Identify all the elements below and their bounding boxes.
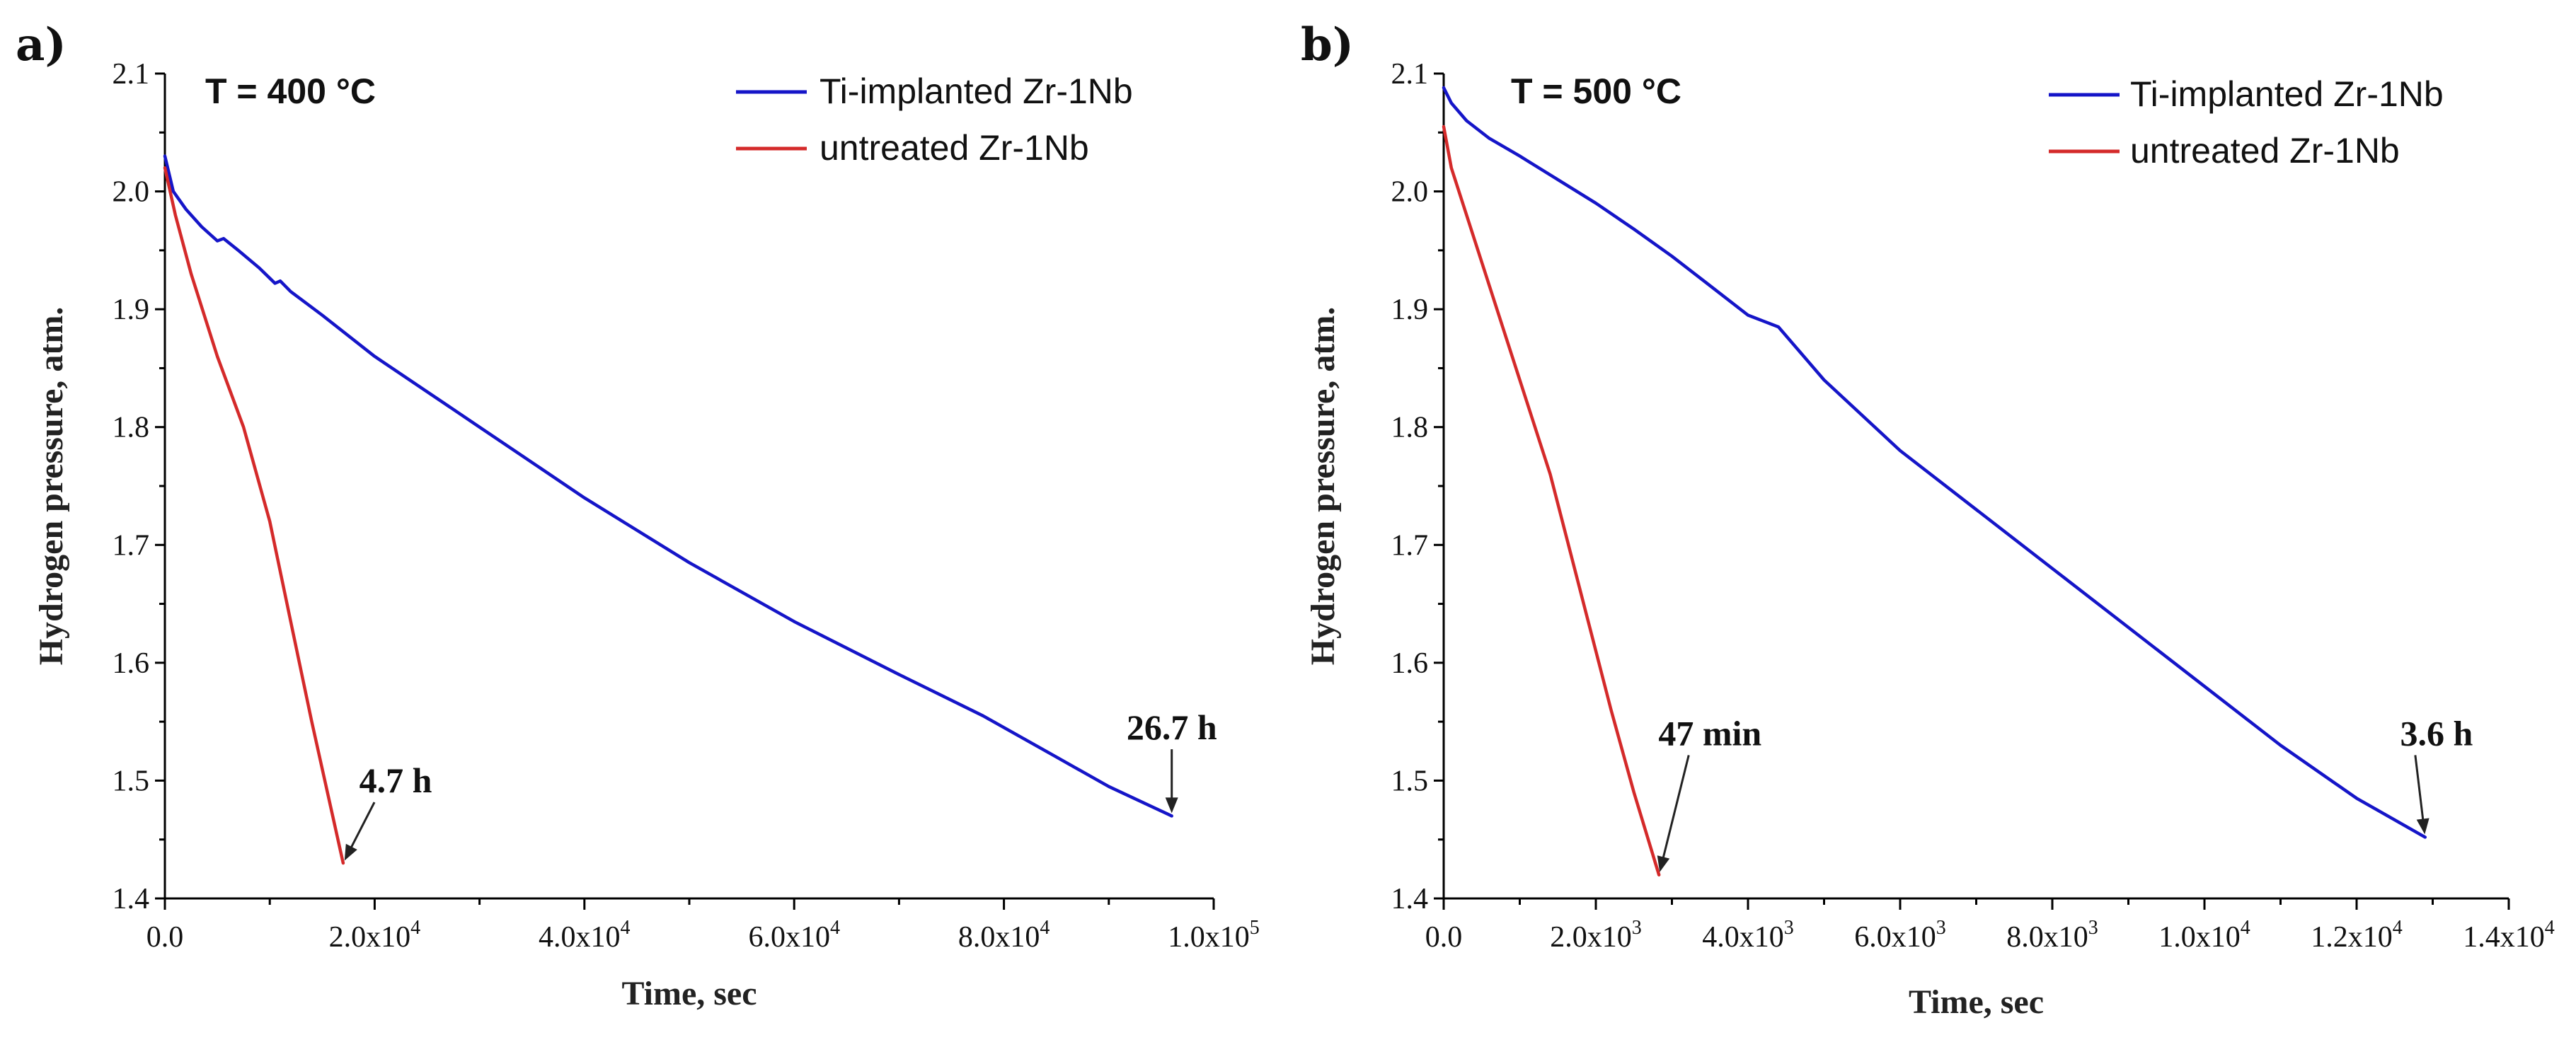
annotation-arrow: [348, 802, 376, 851]
series-line-ti-implanted: [163, 154, 1173, 818]
x-axis-title: Time, sec: [1909, 983, 2044, 1021]
annotation-label: 26.7 h: [1127, 707, 1217, 747]
annotation-arrowhead: [1165, 797, 1178, 814]
y-axis-title: Hydrogen pressure, atm.: [33, 307, 70, 666]
x-tick-label: 6.0x104: [748, 917, 840, 954]
x-tick-label: 1.0x104: [2158, 917, 2250, 954]
y-tick-label: 1.8: [1391, 412, 1429, 444]
series-line-untreated: [1442, 125, 1661, 877]
annotation-label: 3.6 h: [2400, 713, 2473, 753]
y-tick-label: 1.4: [1391, 883, 1429, 915]
annotation-label: 47 min: [1658, 713, 1761, 753]
y-tick-label: 1.6: [1391, 647, 1429, 680]
y-tick-label: 1.7: [1391, 529, 1429, 562]
y-tick-label: 1.8: [113, 412, 150, 444]
x-tick-label: 0.0: [146, 921, 184, 954]
x-tick-label: 4.0x103: [1702, 917, 1794, 954]
temperature-label: T = 400 °C: [205, 71, 376, 111]
y-tick-label: 1.9: [113, 294, 150, 326]
x-axis-title: Time, sec: [621, 975, 757, 1012]
x-tick-label: 8.0x103: [2006, 917, 2098, 954]
x-tick-label: 0.0: [1425, 921, 1463, 954]
legend-label: untreated Zr-1Nb: [2130, 131, 2400, 170]
chart-panel-b: b) 1.4 1.5 1.6 1.7 1.8 1.9 2.0 2.1 0.0 2.0x103 4.0x…: [1301, 18, 2555, 1021]
annotation-arrow: [2414, 755, 2425, 823]
legend-label: untreated Zr-1Nb: [820, 128, 1089, 168]
y-tick-label: 1.5: [1391, 765, 1429, 797]
y-tick-label: 1.4: [113, 883, 150, 915]
x-tick-label: 1.0x105: [1168, 917, 1260, 954]
x-tick-label: 8.0x104: [958, 917, 1050, 954]
panel-label: b): [1301, 18, 1354, 71]
y-tick-label: 1.9: [1391, 294, 1429, 326]
y-tick-label: 1.7: [113, 529, 150, 562]
x-tick-label: 2.0x103: [1550, 917, 1642, 954]
x-tick-label: 4.0x104: [539, 917, 631, 954]
x-tick-label: 1.4x104: [2463, 917, 2555, 954]
y-tick-label: 1.5: [113, 765, 150, 797]
x-tick-label: 6.0x103: [1854, 917, 1946, 954]
annotation-arrowhead: [1657, 855, 1670, 872]
y-tick-label: 2.0: [1391, 176, 1429, 209]
x-tick-label: 2.0x104: [329, 917, 421, 954]
panel-label: a): [16, 18, 67, 71]
y-tick-label: 2.1: [113, 58, 150, 91]
chart-panel-a: a) 1.4 1.5 1.6 1.7 1.8 1.9 2.0 2.1 0.0 2.0x104 4.0x…: [16, 18, 1260, 1012]
y-tick-label: 2.1: [1391, 58, 1429, 91]
series-line-untreated: [163, 166, 345, 865]
annotation-arrow: [1661, 755, 1690, 862]
x-tick-label: 1.2x104: [2311, 917, 2403, 954]
temperature-label: T = 500 °C: [1511, 71, 1681, 111]
legend-label: Ti-implanted Zr-1Nb: [820, 71, 1133, 111]
y-axis-title: Hydrogen pressure, atm.: [1304, 307, 1342, 666]
annotation-arrowhead: [2416, 818, 2430, 835]
legend-label: Ti-implanted Zr-1Nb: [2130, 74, 2444, 114]
y-tick-label: 1.6: [113, 647, 150, 680]
series-line-ti-implanted: [1442, 86, 2427, 839]
y-tick-label: 2.0: [113, 176, 150, 209]
annotation-label: 4.7 h: [360, 760, 432, 800]
annotation-arrowhead: [344, 843, 357, 861]
